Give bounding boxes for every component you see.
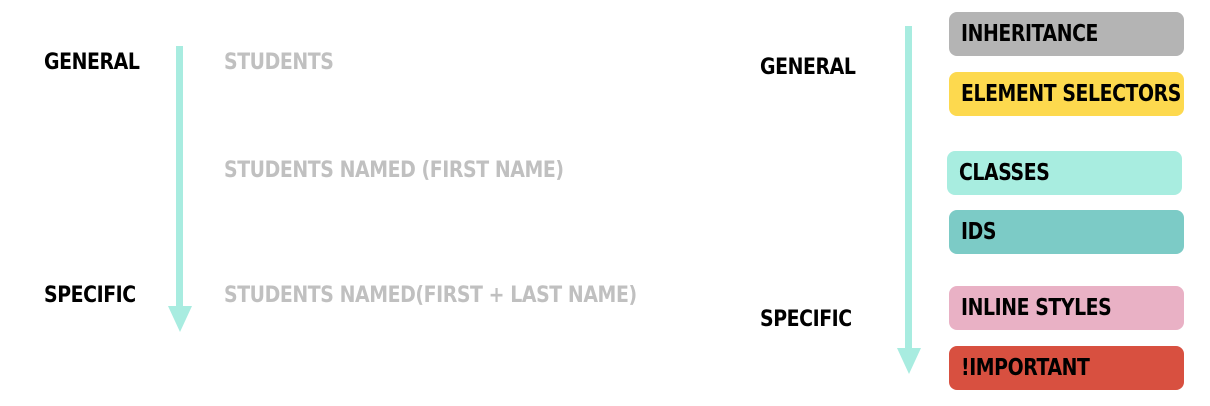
pill-inline-styles: INLINE STYLES <box>949 286 1184 330</box>
pill-label: IDS <box>961 218 997 245</box>
pill-label: !IMPORTANT <box>961 354 1090 381</box>
pill-label: ELEMENT SELECTORS <box>961 80 1181 107</box>
left-item-first-name: STUDENTS NAMED (FIRST NAME) <box>224 158 564 183</box>
pill-label: INHERITANCE <box>961 20 1099 47</box>
left-item-students: STUDENTS <box>224 50 334 75</box>
right-general-label: GENERAL <box>760 55 856 80</box>
left-item-full-name: STUDENTS NAMED(FIRST + LAST NAME) <box>224 283 637 308</box>
right-arrow-shaft <box>905 26 912 350</box>
left-arrow-head <box>168 306 192 332</box>
left-general-label: GENERAL <box>44 50 140 75</box>
pill-label: CLASSES <box>959 159 1050 186</box>
pill-element-selectors: ELEMENT SELECTORS <box>949 72 1184 116</box>
pill-ids: IDS <box>949 210 1184 254</box>
pill-inheritance: INHERITANCE <box>949 12 1184 56</box>
left-specific-label: SPECIFIC <box>44 283 136 308</box>
pill-important: !IMPORTANT <box>949 346 1184 390</box>
left-arrow-shaft <box>176 46 183 308</box>
right-specific-label: SPECIFIC <box>760 307 852 332</box>
right-arrow-head <box>897 348 921 374</box>
pill-classes: CLASSES <box>947 151 1182 195</box>
pill-label: INLINE STYLES <box>961 294 1112 321</box>
